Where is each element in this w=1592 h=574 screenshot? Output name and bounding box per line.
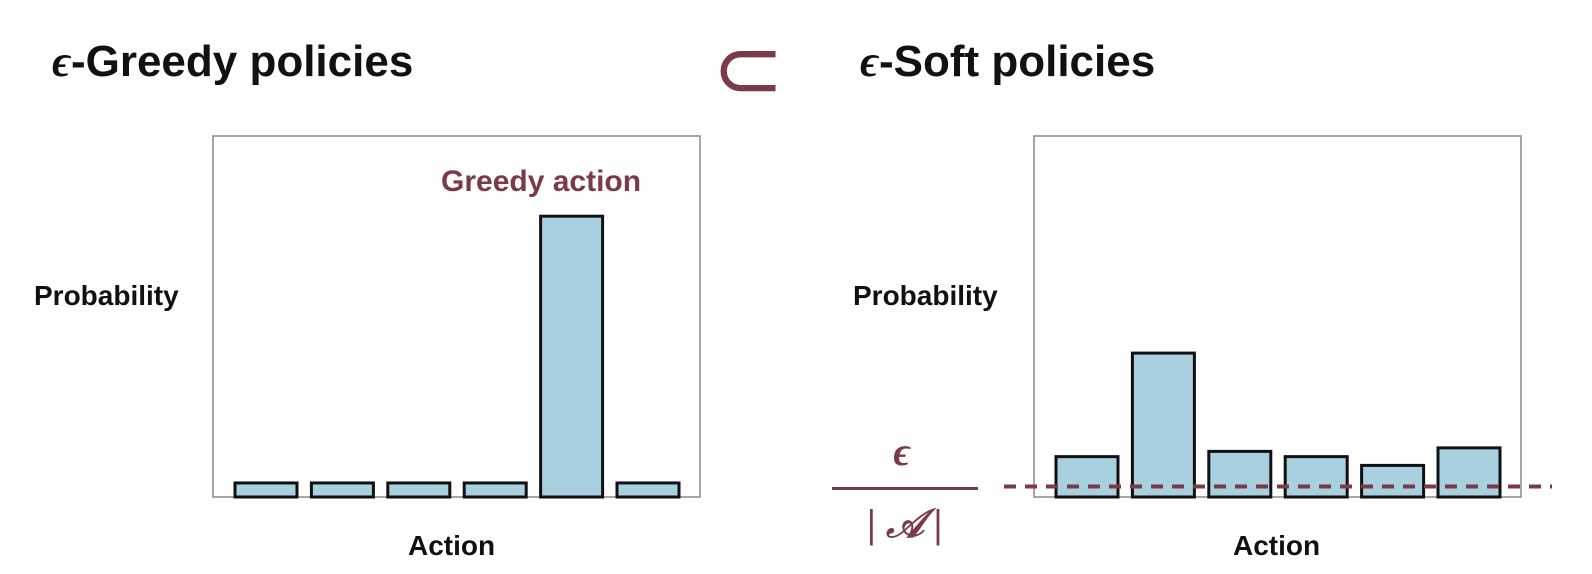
right-x-axis-label: Action [1233, 530, 1321, 561]
right-bar-5 [1360, 463, 1426, 499]
right-chart-title: ϵ-Soft policies [860, 36, 1155, 87]
right-plot-frame [1033, 135, 1522, 498]
left-bar-2 [309, 481, 375, 499]
left-y-axis-label: Probability [34, 280, 179, 311]
subset-symbol: ⊂ [712, 19, 785, 119]
left-x-axis-label: Action [408, 530, 496, 561]
left-title-text: -Greedy policies [70, 37, 414, 86]
greedy-action-annotation: Greedy action [441, 165, 642, 198]
right-bar-6 [1436, 446, 1502, 499]
fraction-bar [832, 487, 978, 490]
epsilon-symbol: ϵ [52, 37, 71, 86]
right-y-axis-label: Probability [853, 280, 998, 311]
left-bar-3 [386, 481, 452, 499]
left-bar-5 [539, 214, 605, 499]
left-bar-4 [462, 481, 528, 499]
epsilon-numerator: ϵ [893, 429, 911, 474]
left-bar-1 [233, 481, 299, 499]
right-bar-3 [1207, 449, 1273, 499]
right-bar-1 [1054, 455, 1120, 499]
left-bar-6 [615, 481, 681, 499]
action-set-size-denominator: | 𝒜 | [867, 501, 943, 546]
right-title-text: -Soft policies [878, 37, 1156, 86]
left-chart-title: ϵ-Greedy policies [52, 36, 413, 87]
left-plot-frame [212, 135, 701, 498]
right-bar-2 [1130, 351, 1196, 499]
right-bar-4 [1283, 455, 1349, 499]
epsilon-symbol: ϵ [860, 37, 879, 86]
